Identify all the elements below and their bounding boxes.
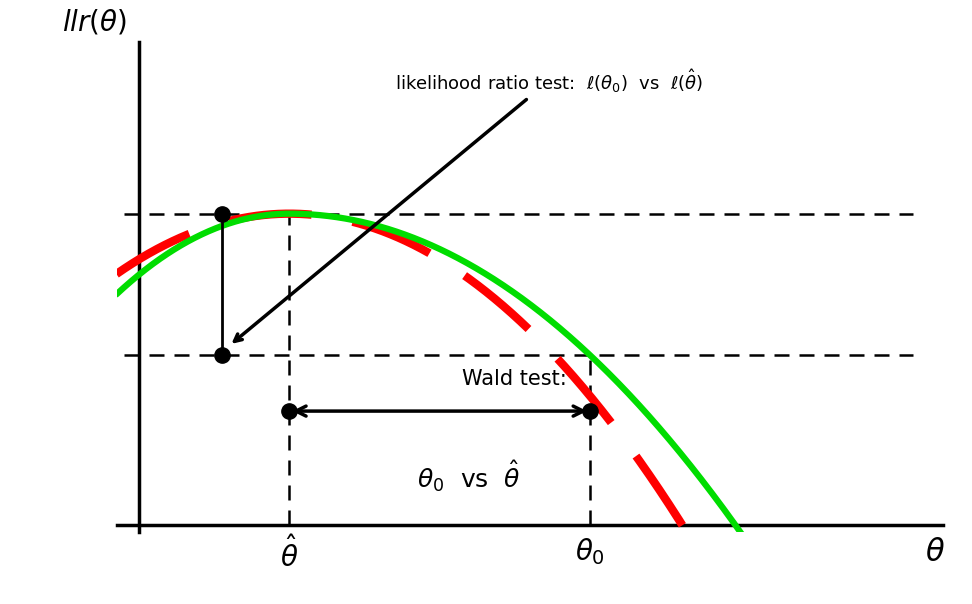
Text: $\theta$: $\theta$ <box>925 538 946 567</box>
Text: $\theta_0$  vs  $\hat{\theta}$: $\theta_0$ vs $\hat{\theta}$ <box>417 458 521 493</box>
Text: Wald test:: Wald test: <box>462 369 567 389</box>
Text: likelihood ratio test:  $\ell(\theta_0)$  vs  $\ell(\hat{\theta})$: likelihood ratio test: $\ell(\theta_0)$ … <box>234 67 703 341</box>
Text: $llr(\theta)$: $llr(\theta)$ <box>62 7 127 36</box>
